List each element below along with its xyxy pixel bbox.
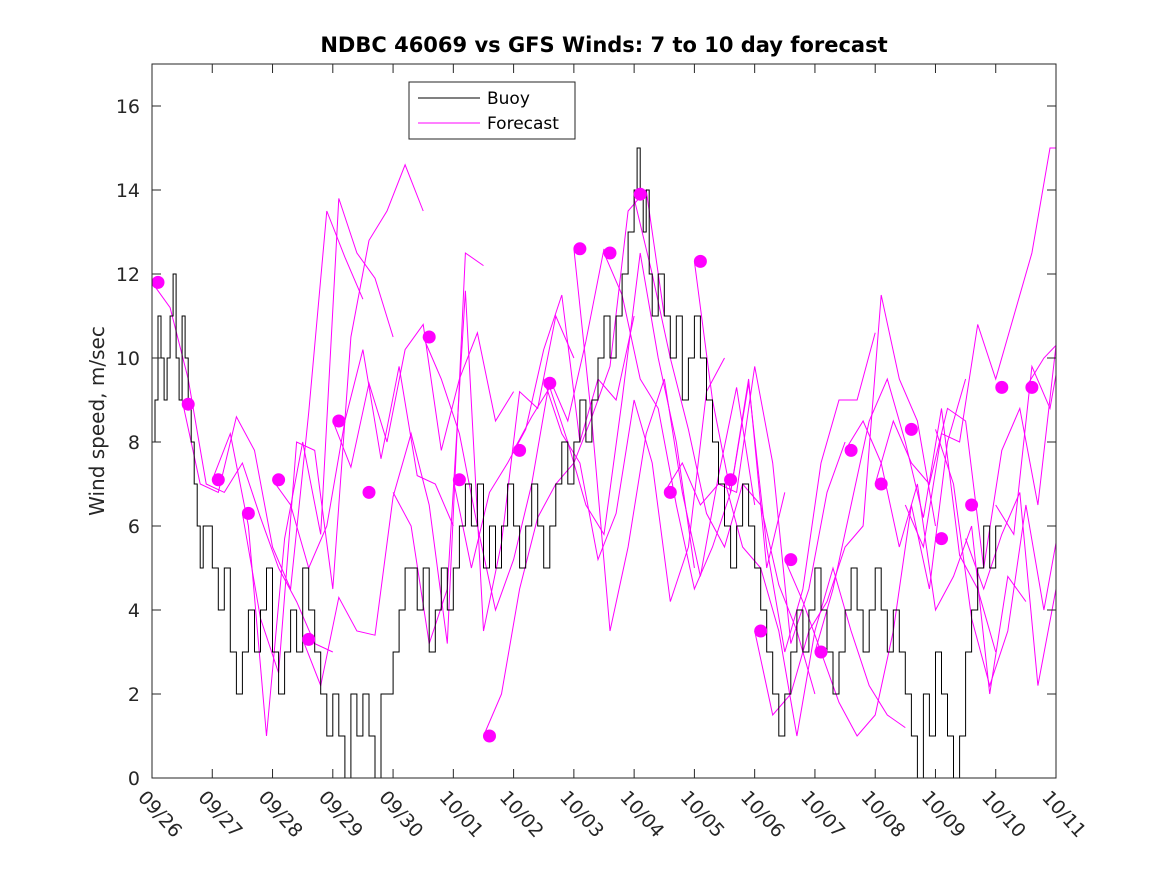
forecast-dot <box>543 376 557 390</box>
forecast-line-16 <box>633 198 816 695</box>
forecast-line-29 <box>1025 345 1057 388</box>
forecast-line-17 <box>663 366 846 644</box>
forecast-dot <box>483 729 496 743</box>
forecast-dot <box>844 443 858 457</box>
forecast-line-7 <box>332 323 515 469</box>
y-tick-label: 14 <box>116 180 140 202</box>
forecast-dot <box>965 498 979 512</box>
forecast-dot <box>573 242 587 256</box>
forecast-dot <box>754 624 768 638</box>
forecast-dot <box>663 485 677 499</box>
buoy-series <box>152 147 1002 779</box>
forecast-dot <box>241 506 255 520</box>
forecast-dot <box>513 443 527 457</box>
forecast-dot <box>181 397 195 411</box>
forecast-dot <box>874 477 888 491</box>
forecast-line-23 <box>844 419 1027 695</box>
forecast-line-6 <box>302 252 484 688</box>
legend: Buoy Forecast <box>408 81 576 140</box>
forecast-dot <box>633 187 647 201</box>
forecast-line-4 <box>241 163 424 674</box>
forecast-line-24 <box>874 345 1057 569</box>
legend-forecast-label: Forecast <box>487 114 559 134</box>
y-tick-label: 10 <box>116 348 140 370</box>
legend-box <box>408 81 576 140</box>
plot-frame <box>151 63 1057 779</box>
y-tick-label: 4 <box>128 600 140 622</box>
forecast-dot <box>814 645 828 659</box>
forecast-dot <box>995 380 1009 394</box>
forecast-line-18 <box>693 261 876 653</box>
forecast-dot <box>784 553 798 567</box>
forecast-line-2 <box>181 210 364 591</box>
forecast-dot <box>302 632 316 646</box>
forecast-line-22 <box>814 377 997 653</box>
y-tick-label: 8 <box>128 432 140 454</box>
y-axis: 0 2 4 6 8 10 12 14 16 <box>116 96 1056 790</box>
plot-area <box>152 64 1056 778</box>
forecast-line-14 <box>573 248 756 632</box>
forecast-dot <box>603 246 617 260</box>
forecast-dot <box>693 254 707 268</box>
y-tick-label: 16 <box>116 96 140 118</box>
forecast-dot <box>1025 380 1039 394</box>
y-tick-label: 2 <box>128 684 140 706</box>
buoy-line <box>152 147 1002 779</box>
forecast-dot <box>272 473 286 487</box>
forecast-line-25 <box>904 147 1056 549</box>
legend-buoy-label: Buoy <box>487 89 530 109</box>
y-tick-label: 6 <box>128 516 140 538</box>
forecast-dot <box>151 275 165 289</box>
chart-title: NDBC 46069 vs GFS Winds: 7 to 10 day for… <box>320 33 887 57</box>
forecast-dot <box>904 422 918 436</box>
y-tick-label: 12 <box>116 264 140 286</box>
forecast-dot <box>211 473 225 487</box>
forecast-line-26 <box>935 429 1057 688</box>
y-axis-label: Wind speed, m/sec <box>85 326 109 516</box>
forecast-line-28 <box>995 364 1057 536</box>
forecast-line-12 <box>513 252 695 569</box>
forecast-dot <box>935 532 948 546</box>
forecast-dot <box>332 414 346 428</box>
forecast-line-5 <box>272 349 454 570</box>
forecast-line-3 <box>211 198 394 737</box>
forecast-line-27 <box>965 492 1057 686</box>
forecast-dot <box>452 473 466 487</box>
forecast-dots <box>151 187 1039 743</box>
y-tick-label: 0 <box>128 768 140 790</box>
forecast-dot <box>362 485 376 499</box>
forecast-dot <box>724 473 738 487</box>
forecast-dot <box>422 330 436 344</box>
